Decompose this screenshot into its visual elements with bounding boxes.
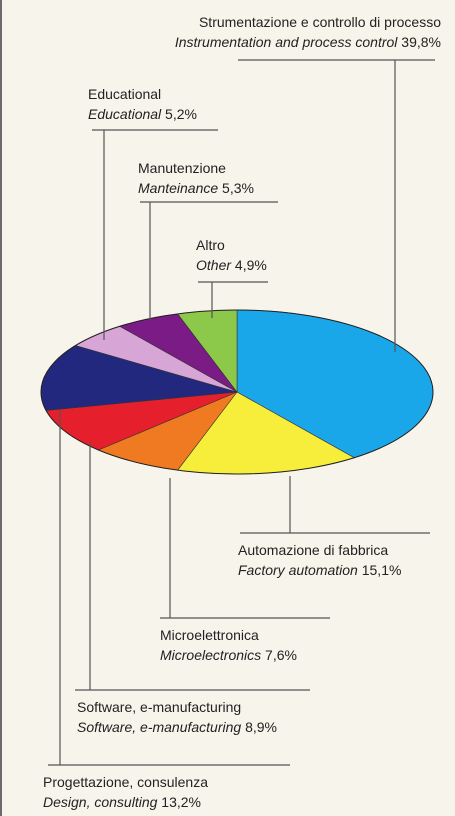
slice-value-label: 39,8% [397, 34, 441, 50]
slice-label-english-row: Educational 5,2% [88, 104, 197, 124]
slice-value-label: 5,3% [218, 180, 254, 196]
slice-label-english: Instrumentation and process control [174, 34, 398, 50]
slice-label-english: Software, e-manufacturing [77, 719, 242, 735]
slice-label-english: Educational [88, 106, 162, 122]
slice-label-english-row: Software, e-manufacturing 8,9% [77, 717, 277, 737]
pie-outline [40, 309, 434, 475]
slice-label-english-row: Other 4,9% [196, 255, 267, 275]
slice-label-italian: Altro [196, 237, 225, 253]
slice-label-italian: Progettazione, consulenza [43, 774, 208, 790]
slice-label-english: Design, consulting [43, 794, 158, 810]
slice-label-7: Altro Other 4,9% [196, 235, 267, 275]
slice-label-english-row: Manteinance 5,3% [138, 178, 254, 198]
slice-label-italian: Software, e-manufacturing [77, 699, 242, 715]
slice-label-english-row: Design, consulting 13,2% [43, 792, 208, 812]
slice-label-english: Microelectronics [160, 647, 262, 663]
slice-label-0: Strumentazione e controllo di processo In… [175, 12, 441, 52]
slice-label-italian: Manutenzione [138, 160, 226, 176]
slice-label-1: Automazione di fabbrica Factory automatio… [238, 540, 401, 580]
slice-label-5: Educational Educational 5,2% [88, 84, 197, 124]
slice-value-label: 15,1% [357, 562, 402, 578]
slice-label-english-row: Microelectronics 7,6% [160, 645, 297, 665]
frame-edge [0, 0, 2, 816]
slice-label-english: Manteinance [138, 180, 219, 196]
slice-label-italian: Strumentazione e controllo di processo [198, 14, 441, 30]
slice-value-label: 8,9% [241, 719, 278, 735]
slice-value-label: 13,2% [157, 794, 201, 810]
slice-label-english-row: Factory automation 15,1% [238, 560, 401, 580]
slice-label-4: Progettazione, consulenza Design, consult… [43, 772, 208, 812]
slice-label-italian: Microelettronica [160, 627, 259, 643]
slice-label-italian: Educational [88, 86, 162, 102]
slice-value-label: 7,6% [261, 647, 297, 663]
slice-label-english: Other [196, 257, 232, 273]
slice-label-english: Factory automation [238, 562, 358, 578]
slice-value-label: 4,9% [231, 257, 267, 273]
slice-label-3: Software, e-manufacturing Software, e-man… [77, 697, 277, 737]
slice-value-label: 5,2% [161, 106, 197, 122]
slice-label-2: Microelettronica Microelectronics 7,6% [160, 625, 297, 665]
slice-label-6: Manutenzione Manteinance 5,3% [138, 158, 254, 198]
slice-label-english-row: Instrumentation and process control 39,8… [175, 32, 441, 52]
slice-label-italian: Automazione di fabbrica [238, 542, 389, 558]
